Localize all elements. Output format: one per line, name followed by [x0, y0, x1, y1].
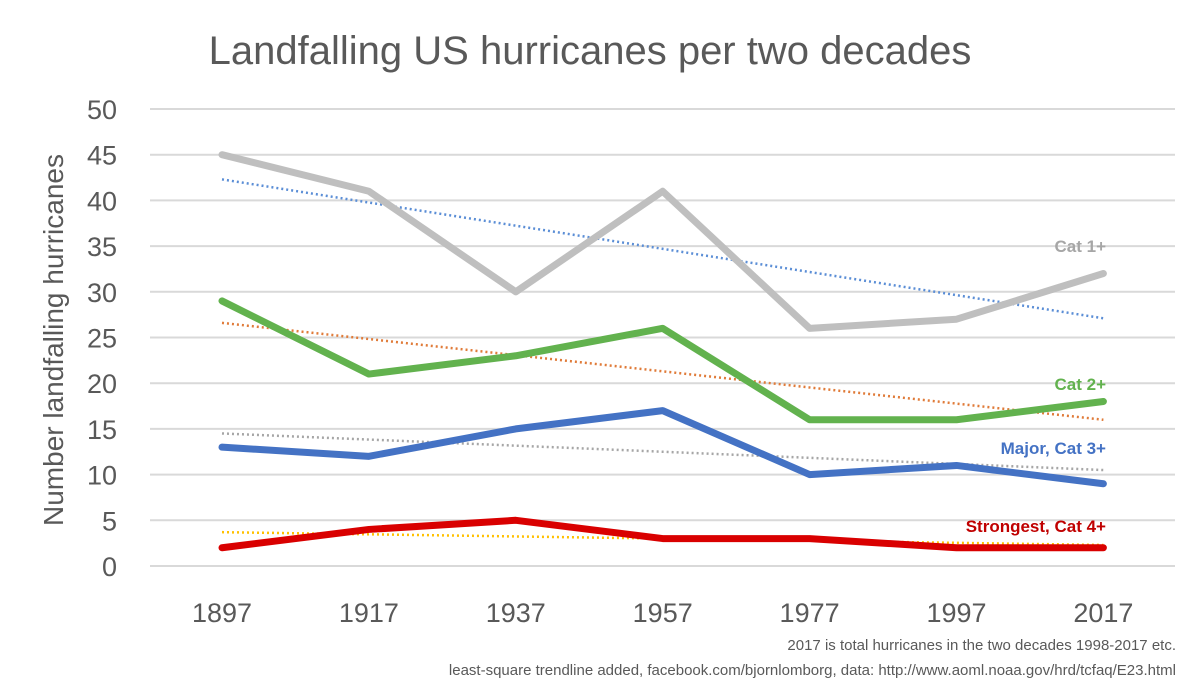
- x-tick-label: 1977: [780, 598, 840, 628]
- series-label: Cat 2+: [1055, 375, 1107, 394]
- series-line: [218, 516, 1107, 552]
- y-tick-label: 50: [87, 95, 117, 125]
- y-tick-label: 10: [87, 461, 117, 491]
- y-tick-label: 15: [87, 415, 117, 445]
- x-tick-label: 1957: [633, 598, 693, 628]
- y-tick-label: 35: [87, 232, 117, 262]
- y-tick-label: 40: [87, 186, 117, 216]
- x-tick-label: 1897: [192, 598, 252, 628]
- footnote-2: least-square trendline added, facebook.c…: [449, 662, 1176, 679]
- series-label: Major, Cat 3+: [1001, 439, 1106, 458]
- series-line: [218, 407, 1107, 488]
- y-tick-label: 25: [87, 324, 117, 354]
- footnote-1: 2017 is total hurricanes in the two deca…: [787, 637, 1176, 654]
- chart-title: Landfalling US hurricanes per two decade…: [209, 29, 972, 73]
- x-tick-label: 1917: [339, 598, 399, 628]
- y-tick-label: 0: [102, 552, 117, 582]
- x-tick-label: 1997: [926, 598, 986, 628]
- y-tick-label: 30: [87, 278, 117, 308]
- y-tick-label: 5: [102, 506, 117, 536]
- trendline: [221, 178, 1104, 320]
- y-tick-label: 20: [87, 369, 117, 399]
- series-label: Strongest, Cat 4+: [966, 517, 1106, 536]
- series-line: [218, 151, 1107, 332]
- series-line: [218, 297, 1107, 424]
- y-axis-label: Number landfalling hurricanes: [38, 154, 69, 526]
- series-label: Cat 1+: [1055, 237, 1107, 256]
- y-tick-label: 45: [87, 141, 117, 171]
- x-tick-label: 2017: [1073, 598, 1133, 628]
- x-tick-label: 1937: [486, 598, 546, 628]
